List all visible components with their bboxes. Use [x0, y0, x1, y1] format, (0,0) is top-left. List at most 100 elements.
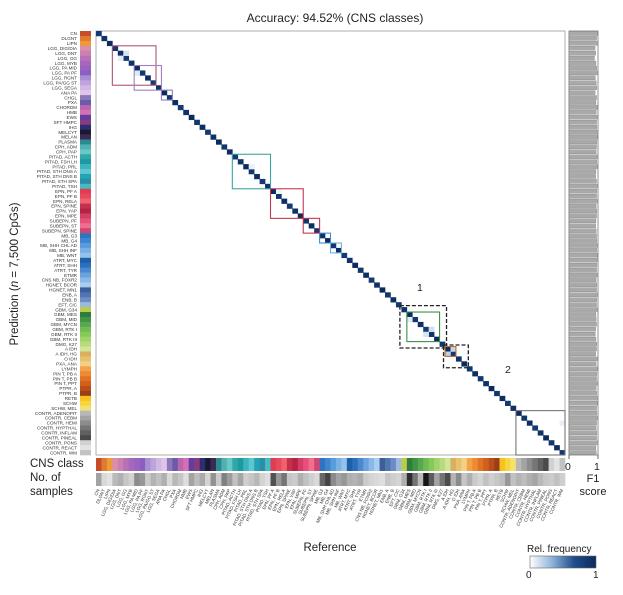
- column-tick-label: HMB: [179, 488, 188, 499]
- class-color-cell: [80, 420, 91, 426]
- bottom-class-color-cell: [450, 458, 457, 471]
- bottom-class-color-cell: [172, 458, 179, 471]
- off-diagonal-cell: [450, 346, 457, 352]
- row-tick-label: ATRT, SHH: [54, 263, 77, 268]
- diagonal-cell: [515, 410, 522, 416]
- diagonal-cell: [281, 198, 288, 204]
- diagonal-cell: [254, 173, 260, 180]
- diagonal-cell: [96, 31, 102, 37]
- f1-bar: [568, 208, 597, 214]
- bottom-class-color-cell: [352, 458, 359, 471]
- diagonal-cell: [166, 95, 173, 101]
- bottom-class-color-cell: [477, 458, 484, 471]
- column-tick-label: MB, G4: [319, 488, 330, 505]
- diagonal-cell: [559, 450, 566, 456]
- class-color-cell: [80, 376, 91, 382]
- sample-count-cell: [461, 473, 468, 486]
- column-tick-label: ETMR: [358, 488, 368, 503]
- sample-count-cell: [139, 473, 146, 486]
- column-tick-label: O IDH: [451, 488, 461, 502]
- row-tick-label: GBM, RTK III: [50, 337, 77, 342]
- f1-bar: [568, 440, 598, 445]
- bottom-class-color-cell: [139, 458, 146, 471]
- class-color-cell: [80, 282, 91, 288]
- sample-count-cell: [494, 473, 500, 486]
- row-tick-label: LIPN: [67, 41, 77, 46]
- row-tick-label: EPN, PF A: [55, 189, 78, 194]
- f1-score-bars: [568, 30, 599, 459]
- row-tick-label: PXA: [68, 100, 78, 105]
- bottom-class-color-cell: [265, 458, 271, 471]
- row-tick-label: LGG, DNT: [55, 51, 77, 56]
- cns-class-row-label: CNS class: [30, 458, 84, 470]
- diagonal-cell: [455, 356, 462, 362]
- class-color-cell: [80, 139, 91, 145]
- diagonal-cell: [428, 331, 435, 337]
- chart-title: Accuracy: 94.52% (CNS classes): [246, 11, 424, 25]
- y-axis-label-prefix: Prediction (: [9, 287, 21, 346]
- f1-bar: [568, 154, 598, 159]
- f1-bar: [568, 184, 598, 189]
- bottom-class-color-cell: [112, 458, 119, 471]
- row-tick-label: GBM, MYCN: [50, 322, 77, 327]
- bottom-class-color-cell: [445, 458, 451, 471]
- highlight-box: [442, 344, 469, 369]
- bottom-class-color-cell: [275, 458, 282, 471]
- highlight-box: [231, 153, 272, 190]
- diagonal-cell: [226, 149, 233, 155]
- row-tick-label: GBM, RTK II: [51, 332, 77, 337]
- class-color-cell: [80, 302, 91, 308]
- f1-bar: [568, 332, 596, 337]
- f1-bar: [568, 381, 598, 386]
- class-color-cell: [80, 114, 91, 121]
- bottom-class-color-cell: [455, 458, 462, 471]
- class-color-cell: [80, 267, 91, 273]
- sample-count-cell: [188, 473, 195, 486]
- class-color-cell: [80, 400, 91, 406]
- f1-bar: [568, 95, 597, 100]
- class-color-cell: [80, 292, 91, 298]
- sample-count-cell: [199, 473, 206, 486]
- column-tick-label: CN: [93, 488, 100, 496]
- row-tick-label: CN: [70, 31, 77, 36]
- row-tick-label: CONTR, PINEAL: [42, 435, 78, 440]
- sample-count-cell: [477, 473, 484, 486]
- f1-bar: [568, 110, 597, 115]
- row-tick-label: MB, G3: [61, 233, 77, 238]
- bottom-class-color-cell: [515, 458, 522, 471]
- row-tick-label: PITAD, STH DNS B: [37, 174, 77, 179]
- sample-count-cell: [445, 473, 451, 486]
- diagonal-cell: [357, 267, 364, 273]
- row-tick-label: EPN, YAP: [56, 209, 77, 214]
- bottom-class-color-cell: [166, 458, 173, 471]
- sample-count-cell: [292, 473, 299, 486]
- f1-bar: [568, 105, 598, 110]
- sample-count-cell: [357, 473, 364, 486]
- row-tick-label: PITAD, STH DNS A: [37, 169, 78, 174]
- sample-count-cell: [210, 473, 217, 486]
- bottom-class-color-cell: [439, 458, 446, 471]
- bottom-class-color-cell: [259, 458, 266, 471]
- bottom-class-color-cell: [96, 458, 102, 471]
- row-tick-label: HGNET, MN1: [49, 288, 77, 293]
- sample-count-row-label-2: samples: [30, 486, 73, 498]
- f1-bar: [568, 159, 597, 164]
- class-color-cell: [80, 385, 91, 392]
- row-tick-label: EPN, RELA: [53, 199, 78, 204]
- class-color-cell: [80, 435, 91, 441]
- sample-count-cell: [439, 473, 446, 486]
- row-tick-label: A IDH, HG: [56, 352, 78, 357]
- class-color-cell: [80, 272, 91, 278]
- row-tick-label: LGG, DIG/DIA: [48, 46, 78, 51]
- bottom-class-color-cell: [543, 458, 549, 471]
- diagonal-cell: [554, 445, 560, 451]
- sample-count-cell: [335, 473, 342, 486]
- row-tick-label: LGG, PA MID: [50, 66, 78, 71]
- row-tick-label: SCHW: [63, 401, 78, 406]
- class-color-cell: [80, 252, 91, 259]
- class-color-cell: [80, 85, 91, 91]
- diagonal-cell: [510, 405, 517, 411]
- row-tick-label: PITAD, FSH LH: [45, 159, 77, 164]
- row-tick-label: PITAD, STH SPA: [42, 179, 78, 184]
